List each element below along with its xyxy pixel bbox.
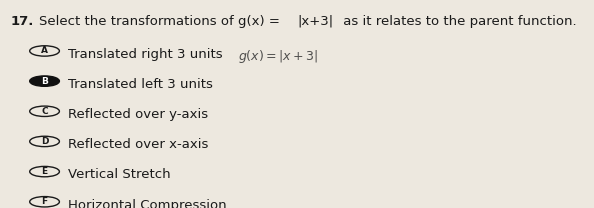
Text: Translated left 3 units: Translated left 3 units (68, 78, 213, 91)
Text: C: C (41, 107, 48, 116)
Text: Vertical Stretch: Vertical Stretch (68, 168, 171, 181)
Text: D: D (41, 137, 48, 146)
Circle shape (30, 76, 59, 86)
Text: Horizontal Compression: Horizontal Compression (68, 199, 227, 208)
Text: Select the transformations of g(x) =: Select the transformations of g(x) = (39, 15, 280, 27)
Text: B: B (41, 77, 48, 86)
Text: $g(x) = |x+3|$: $g(x) = |x+3|$ (238, 48, 318, 65)
Text: E: E (42, 167, 48, 176)
Text: |x+3|: |x+3| (297, 15, 333, 27)
Text: Reflected over x-axis: Reflected over x-axis (68, 138, 208, 151)
Text: 17.: 17. (11, 15, 34, 27)
Text: A: A (41, 46, 48, 56)
Text: as it relates to the parent function.: as it relates to the parent function. (339, 15, 576, 27)
Text: Translated right 3 units: Translated right 3 units (68, 48, 223, 61)
Text: F: F (42, 197, 48, 206)
Text: Reflected over y-axis: Reflected over y-axis (68, 108, 208, 121)
